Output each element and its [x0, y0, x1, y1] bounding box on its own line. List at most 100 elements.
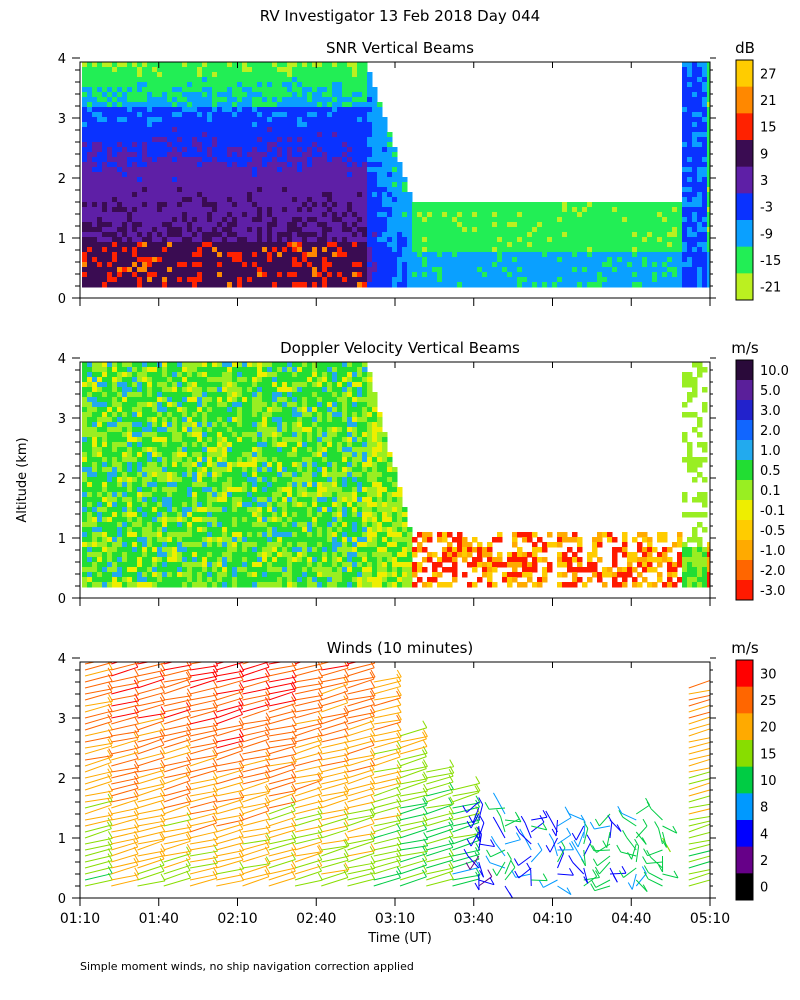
doppler-cell — [127, 542, 133, 548]
snr-cell — [307, 112, 313, 118]
snr-cell — [387, 192, 393, 198]
snr-cell — [192, 102, 198, 108]
snr-cell — [547, 267, 553, 273]
snr-cell — [417, 227, 423, 233]
snr-cell — [572, 257, 578, 263]
snr-cell — [432, 227, 438, 233]
snr-cell — [147, 217, 153, 223]
snr-cell — [607, 247, 613, 253]
snr-cell — [207, 162, 213, 168]
doppler-cell — [137, 512, 143, 518]
doppler-cell — [107, 537, 113, 543]
snr-cell — [182, 87, 188, 93]
snr-cell — [697, 162, 703, 168]
snr-cell — [697, 97, 703, 103]
snr-cell — [117, 152, 123, 158]
snr-cell — [242, 182, 248, 188]
snr-cell — [287, 162, 293, 168]
snr-cell — [247, 212, 253, 218]
snr-cell — [662, 262, 668, 268]
snr-cell — [352, 267, 358, 273]
snr-cell — [192, 192, 198, 198]
snr-cell — [477, 202, 483, 208]
snr-cell — [687, 62, 693, 68]
snr-cell — [147, 152, 153, 158]
snr-cell — [327, 257, 333, 263]
snr-cell — [467, 232, 473, 238]
snr-cell — [137, 177, 143, 183]
snr-cell — [412, 277, 418, 283]
snr-cell — [237, 177, 243, 183]
snr-cell — [177, 142, 183, 148]
doppler-cell — [92, 392, 98, 398]
snr-cell — [242, 207, 248, 213]
snr-cell — [507, 252, 513, 258]
snr-cell — [297, 97, 303, 103]
snr-cell — [622, 242, 628, 248]
snr-cell — [342, 257, 348, 263]
snr-cell — [92, 257, 98, 263]
doppler-cell — [107, 467, 113, 473]
snr-cell — [147, 92, 153, 98]
snr-cell — [282, 87, 288, 93]
snr-cell — [392, 267, 398, 273]
doppler-cell — [127, 407, 133, 413]
snr-cell — [287, 252, 293, 258]
snr-cell — [202, 257, 208, 263]
snr-cell — [502, 272, 508, 278]
snr-cell — [147, 107, 153, 113]
snr-cell — [282, 67, 288, 73]
snr-cell — [582, 202, 588, 208]
doppler-cell — [92, 447, 98, 453]
snr-cell — [477, 282, 483, 288]
snr-cell — [187, 242, 193, 248]
doppler-cell — [97, 377, 103, 383]
snr-cell — [687, 247, 693, 253]
snr-cell — [317, 122, 323, 128]
snr-cell — [102, 77, 108, 83]
snr-cell — [322, 192, 328, 198]
snr-cell — [127, 257, 133, 263]
snr-cell — [467, 257, 473, 263]
snr-cell — [602, 282, 608, 288]
snr-cell — [232, 267, 238, 273]
snr-cell — [347, 72, 353, 78]
snr-cell — [202, 72, 208, 78]
snr-cell — [662, 222, 668, 228]
snr-cell — [587, 257, 593, 263]
snr-cell — [362, 187, 368, 193]
snr-cell — [187, 232, 193, 238]
snr-cell — [642, 207, 648, 213]
snr-cell — [247, 67, 253, 73]
snr-cell — [107, 162, 113, 168]
snr-cell — [242, 92, 248, 98]
snr-cell — [342, 217, 348, 223]
snr-cell — [127, 137, 133, 143]
snr-cell — [572, 212, 578, 218]
doppler-cell — [152, 442, 158, 448]
snr-cell — [402, 247, 408, 253]
doppler-cell — [157, 492, 163, 498]
doppler-cell — [87, 512, 93, 518]
snr-cell — [282, 182, 288, 188]
doppler-cell — [157, 467, 163, 473]
snr-cell — [697, 257, 703, 263]
snr-cell — [547, 247, 553, 253]
snr-cell — [262, 252, 268, 258]
snr-cell — [82, 227, 88, 233]
snr-cell — [257, 232, 263, 238]
snr-cell — [272, 77, 278, 83]
snr-cell — [342, 132, 348, 138]
snr-cell — [367, 157, 373, 163]
snr-cell — [662, 217, 668, 223]
snr-cell — [212, 142, 218, 148]
snr-cell — [512, 247, 518, 253]
snr-cell — [362, 147, 368, 153]
snr-cell — [332, 187, 338, 193]
snr-cell — [212, 267, 218, 273]
snr-cell — [192, 212, 198, 218]
snr-cell — [167, 237, 173, 243]
snr-cell — [582, 242, 588, 248]
snr-cell — [357, 92, 363, 98]
snr-cell — [102, 197, 108, 203]
